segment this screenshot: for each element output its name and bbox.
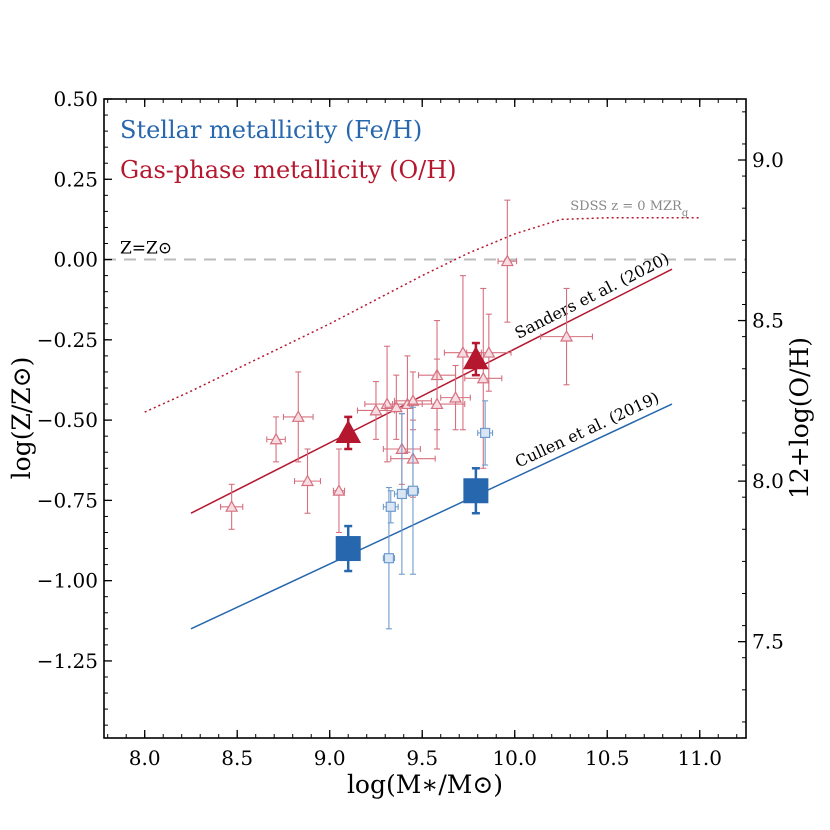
gas-stack-point	[335, 419, 362, 444]
stellar-stack-point	[463, 478, 489, 504]
gas-point	[449, 390, 463, 403]
y2-tick-label: 7.5	[752, 630, 784, 654]
stellar-stack-point	[335, 536, 361, 562]
x-tick-label: 9.5	[406, 746, 438, 770]
x-tick-label: 11.0	[677, 746, 722, 770]
legend-gas: Gas-phase metallicity (O/H)	[120, 156, 457, 184]
x-tick-label: 10.0	[492, 746, 537, 770]
y-tick-label: −0.25	[37, 328, 98, 352]
y-tick-label: −0.50	[37, 408, 98, 432]
y-tick-label: 0.25	[53, 167, 98, 191]
y-tick-label: −1.00	[37, 569, 98, 593]
gas-point	[300, 474, 315, 487]
y-tick-label: −1.25	[37, 649, 98, 673]
gas-point	[482, 345, 496, 358]
gas-point	[389, 400, 403, 413]
y2-tick-label: 8.5	[752, 309, 784, 333]
gas-point	[430, 397, 444, 410]
y-axis-label: log(Z/Z⊙)	[7, 357, 36, 480]
axis-ticks: 8.0 8.5 9.0 9.5 10.0 10.5 11.0 0.50 0.25 0.00 −0.2…	[37, 87, 784, 770]
sanders-fit-line	[190, 268, 673, 514]
plot-frame	[103, 98, 747, 739]
gas-point	[500, 254, 514, 267]
gas-stack-point	[463, 346, 489, 370]
x-tick-label: 9.0	[314, 746, 346, 770]
stellar-point	[396, 488, 407, 500]
y2-tick-label: 8.0	[752, 469, 784, 493]
y-tick-label: −0.75	[37, 488, 98, 512]
gas-point	[380, 397, 394, 410]
gas-point	[456, 345, 470, 358]
stellar-point	[480, 427, 491, 439]
stellar-point	[383, 553, 395, 564]
x-tick-label: 8.0	[129, 746, 161, 770]
gas-point	[406, 394, 420, 406]
x-tick-label: 8.5	[221, 746, 253, 770]
gas-point	[332, 484, 346, 496]
gas-point	[269, 432, 283, 445]
x-axis-label: log(M∗/M⊙)	[347, 770, 503, 799]
y2-tick-label: 9.0	[752, 148, 784, 172]
y2-axis-label: 12+log(O/H)	[785, 337, 814, 499]
stellar-point	[385, 501, 396, 512]
solar-line-label: Z=Z⊙	[120, 239, 172, 259]
gas-point	[476, 371, 490, 384]
cullen-fit-label: Cullen et al. (2019)	[512, 388, 662, 472]
x-tick-label: 10.5	[585, 746, 630, 770]
cullen-fit-line	[190, 403, 673, 630]
y-tick-label: 0.50	[53, 87, 98, 111]
stellar-point	[407, 485, 419, 496]
sdss-mzr-curve	[144, 217, 700, 413]
gas-point	[225, 500, 239, 512]
sanders-fit-label: Sanders et al. (2020)	[512, 249, 673, 343]
gas-point	[560, 329, 574, 342]
data-marks	[220, 199, 593, 630]
sdss-curve-label: SDSS z = 0 MZRg	[570, 199, 689, 219]
gas-point	[291, 410, 305, 422]
y-tick-label: 0.00	[53, 248, 98, 272]
legend-stellar: Stellar metallicity (Fe/H)	[120, 116, 422, 144]
gas-point	[369, 403, 383, 416]
